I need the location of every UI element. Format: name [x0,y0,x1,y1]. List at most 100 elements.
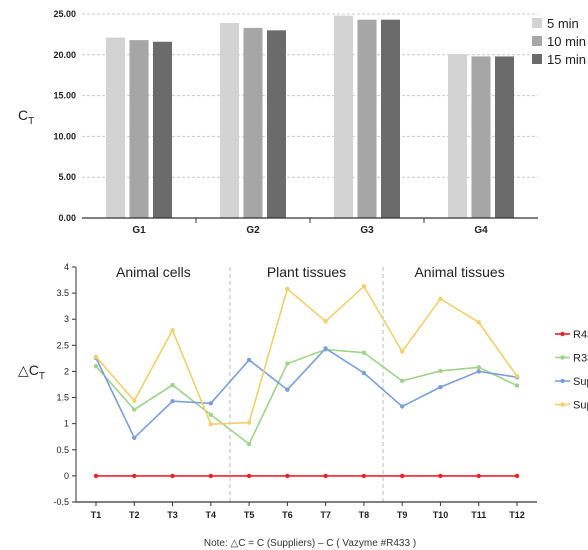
bar-y-ticks: 0.00 5.00 10.00 15.00 20.00 25.00 [53,9,76,223]
series-point [476,365,481,370]
bar [381,19,400,218]
bar-x-tick-label: G4 [474,225,488,236]
line-x-tick-label: T3 [167,510,178,520]
legend-marker [560,355,565,360]
line-x-tick-label: T6 [282,510,293,520]
bar-series [106,15,514,219]
series-point [208,473,214,479]
series-point [132,435,137,440]
line-y-tick-label: 2 [64,366,69,376]
line-y-tick-label: -0.5 [53,497,69,507]
series-point [246,357,252,363]
line-y-tick-label: 2.5 [56,340,69,350]
series-point [514,373,520,379]
line-y-tick-label: 3 [64,314,69,324]
line-x-tick-label: T2 [129,510,140,520]
legend-label: 15 min [547,52,586,67]
legend-label: R33 [573,353,588,365]
legend-label: 10 min [547,34,586,49]
legend-label: Sup [573,400,588,412]
region-label: Animal cells [116,264,191,280]
line-y-tick-label: 0.5 [56,445,69,455]
legend-marker [560,378,565,384]
series-point [208,412,214,417]
line-chart: Animal cells Plant tissues Animal tissues … [18,262,588,549]
series-point [399,349,405,354]
bar-chart: 0.00 5.00 10.00 15.00 20.00 25.00 G1 G2 G3 G4 CT… [18,9,586,236]
series-point [246,473,252,479]
bar-x-tick-label: G3 [360,225,374,236]
series-point [361,473,367,479]
series-point [323,319,328,324]
series-point [93,364,99,369]
series-point [514,383,520,388]
series-point [438,368,443,374]
line-y-tick-label: 3.5 [56,288,69,298]
series-point [399,404,405,409]
line-x-ticks: T1 T2 T3 T4 T5 T6 T7 T8 T9 T10 T11 T12 [91,502,525,520]
series-point [285,387,290,392]
series-point [208,401,214,406]
series-point [170,382,175,388]
series-line [95,285,518,426]
series-point [132,407,137,412]
series-point [285,473,290,479]
bar-legend: 5 min 10 min 15 min [532,16,586,67]
line-y-tick-label: 1.5 [56,393,69,403]
bar [357,19,377,218]
series-point [323,473,328,479]
footnote: Note: △C = C (Suppliers) – C ( Vazyme #R… [204,538,416,549]
bar-x-tick-label: G2 [246,225,260,236]
line-y-axis-label: △CT [18,362,45,382]
line-x-tick-label: T9 [397,510,408,520]
line-x-tick-label: T8 [359,510,370,520]
legend-marker [560,402,565,407]
series-point [246,441,252,447]
series-point [170,399,175,404]
series-point [323,346,328,351]
series-point [170,327,175,333]
bar [220,22,239,219]
bar-x-tick-label: G1 [132,225,146,236]
line-x-tick-label: T4 [206,510,217,520]
bar [448,53,467,218]
series-point [514,473,520,479]
series-point [170,473,175,479]
series-point [438,473,443,479]
series-point [476,473,481,479]
series-point [208,421,214,427]
bar [129,40,149,218]
line-legend: R43 R33 Sup Sup [555,329,588,412]
line-x-tick-label: T12 [509,510,525,520]
series-point [399,473,405,479]
bar-y-tick-label: 5.00 [58,172,76,182]
line-x-tick-label: T5 [244,510,255,520]
legend-swatch [532,54,542,64]
series-point [361,350,367,355]
series-point [132,473,137,479]
bar-y-tick-label: 20.00 [53,50,76,60]
series-point [285,286,290,292]
series-point [476,320,481,325]
bar [153,41,172,218]
line-y-tick-label: 4 [64,262,69,272]
series-point [246,420,252,425]
legend-label: R43 [573,329,588,341]
series-line [95,347,518,440]
series-point [361,284,367,289]
line-x-tick-label: T10 [433,510,449,520]
bar-y-axis-label: CT [18,107,34,127]
line-series [93,284,520,479]
legend-label: Sup [573,376,588,388]
series-point [285,361,290,366]
line-x-tick-label: T7 [320,510,331,520]
bar [471,56,491,218]
line-y-tick-label: 0 [64,471,69,481]
region-label: Animal tissues [414,264,504,280]
bar-y-tick-label: 10.00 [53,131,76,141]
bar-x-ticks: G1 G2 G3 G4 [132,218,488,236]
bar [267,30,286,218]
legend-swatch [532,18,542,28]
bar [334,15,353,218]
